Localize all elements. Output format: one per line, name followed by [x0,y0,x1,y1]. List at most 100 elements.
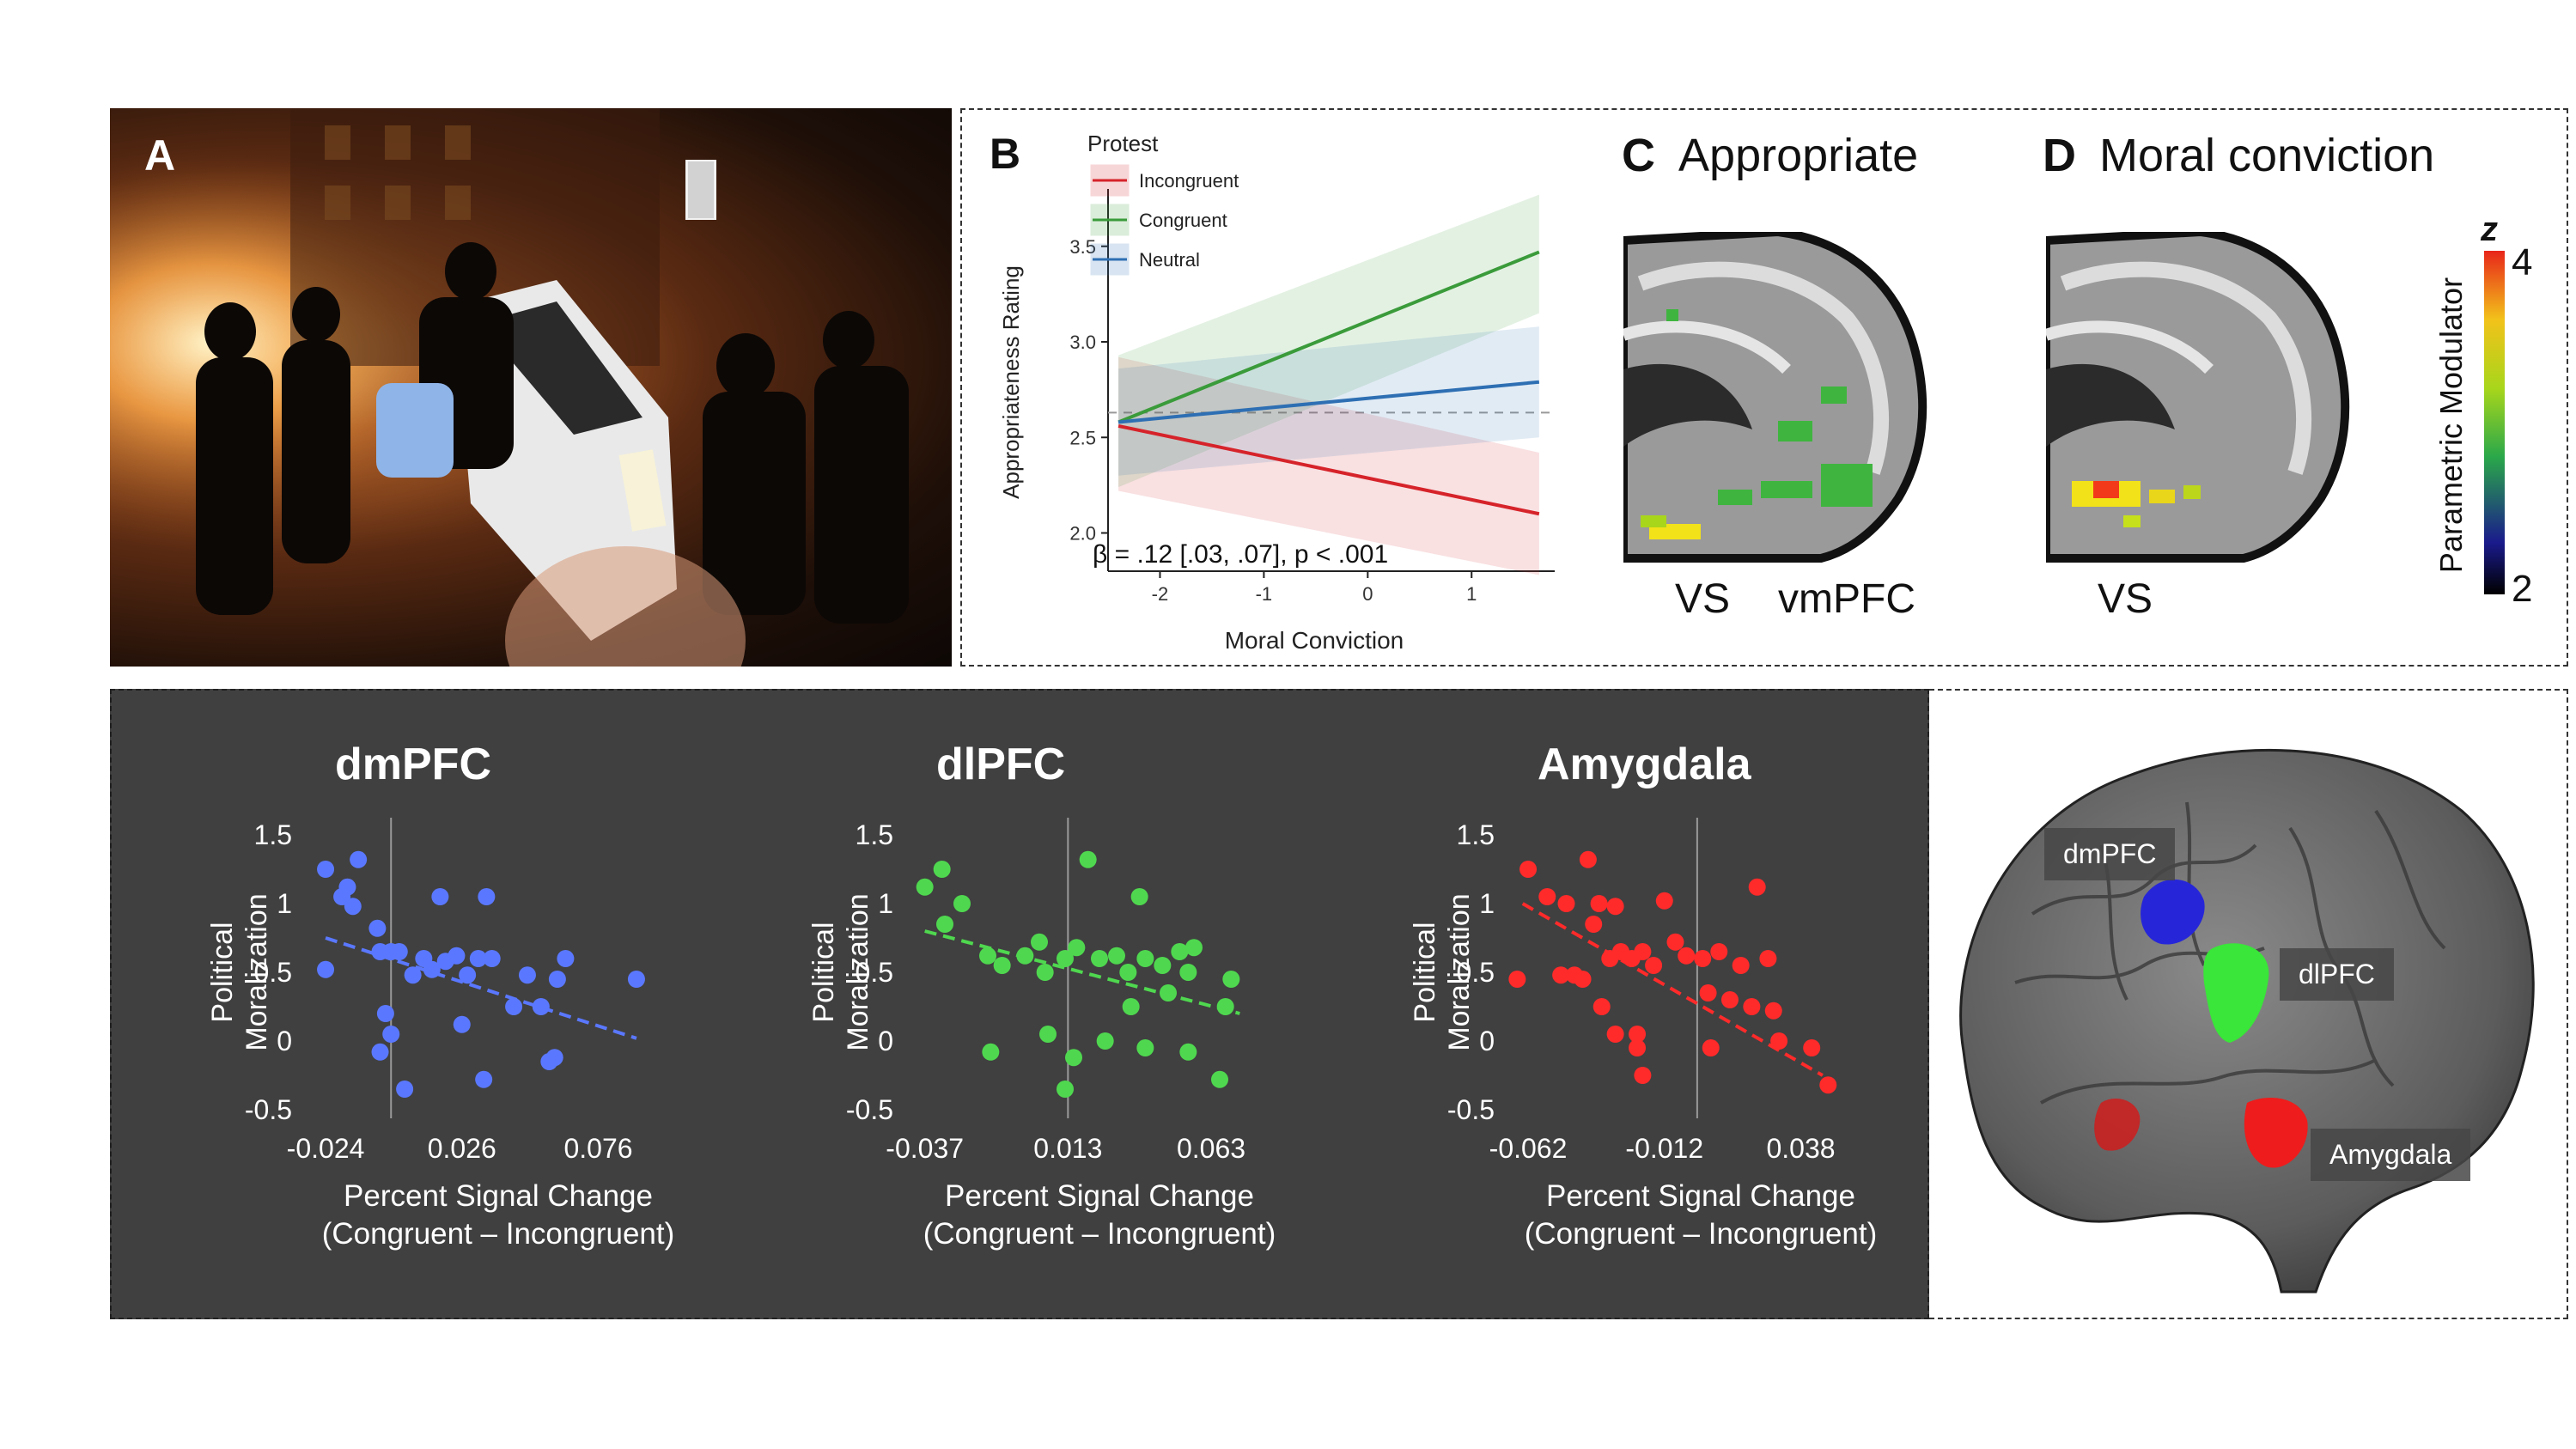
mri-label-vs: VS [1675,576,1731,622]
x-tick-label: -2 [1152,583,1169,605]
data-point [1819,1076,1837,1094]
panel-letter-d: D [2043,130,2076,181]
y-tick-label: 0 [1479,1026,1495,1056]
data-point [338,878,356,896]
data-point [1770,1032,1788,1050]
data-point [1016,947,1034,965]
scatter-title: dlPFC [936,740,1065,789]
data-point [993,957,1011,974]
data-point [1803,1039,1821,1056]
brain-label-dlpfc: dlPFC [2280,948,2394,1001]
data-point [368,919,387,937]
mri-sagittal-appropriate [1623,232,1927,563]
trend-line [924,929,1240,1015]
scatter-panel [110,689,1929,1319]
data-point [1068,939,1086,957]
data-point [1091,950,1108,967]
data-point [1634,943,1652,960]
data-point [1136,950,1154,967]
panel-letter-b: B [990,130,1021,178]
panel-letter-c: C [1622,130,1655,181]
y-tick-label: 3.5 [1069,236,1096,258]
data-point [1585,916,1603,933]
x-tick-label: 0.026 [428,1133,496,1164]
data-point [404,966,422,984]
data-point [1154,957,1172,974]
data-point [1216,998,1234,1015]
y-axis-label-line2: Moralization [1443,893,1476,1050]
y-axis-label-line1: Political [1409,922,1441,1022]
x-axis-label-2: (Congruent – Incongruent) [322,1217,675,1251]
data-point [518,966,536,984]
data-point [1130,888,1148,905]
colorbar-min: 2 [2512,568,2532,610]
data-point [1179,964,1197,981]
data-point [1645,957,1663,974]
x-tick-label: 0.038 [1766,1133,1835,1164]
y-axis-label-line1: Political [807,922,840,1022]
data-point [953,895,971,912]
x-tick-label: -1 [1256,583,1273,605]
y-tick-label: 2.5 [1069,427,1096,448]
trend-line [325,936,637,1040]
data-point [344,898,362,916]
legend-label-congruent: Congruent [1139,210,1227,231]
trend-line [1521,902,1824,1077]
data-point [545,1049,563,1067]
moral-conviction-line-chart: 2.0 2.5 3.0 3.5 -2 -1 0 1 Appropriateness Ratin… [998,131,1555,654]
data-point [1079,850,1097,868]
data-point [916,878,934,896]
panel-d-heading: D Moral conviction [2043,129,2434,182]
data-point [448,947,466,965]
data-point [1508,971,1526,988]
protest-photo: A [110,108,952,667]
data-point [390,943,408,960]
data-point [1519,861,1538,878]
z-colorbar: z 4 2 Parametric Modulator [2433,215,2532,610]
data-point [936,916,953,933]
data-point [483,950,501,967]
data-point [1743,998,1761,1015]
y-tick-label: -0.5 [846,1094,893,1125]
y-tick-label: 1.5 [254,819,292,850]
ci-band-congruent [1118,194,1539,488]
x-tick-label: 1 [1466,583,1477,605]
data-point [1590,895,1608,912]
panel-c-title: Appropriate [1678,130,1919,181]
data-point [1655,892,1673,910]
y-tick-label: 1 [878,888,893,919]
data-point [1759,950,1777,967]
y-tick-label: -0.5 [1447,1094,1495,1125]
x-tick-label: 0.063 [1177,1133,1245,1164]
scatter-title: Amygdala [1538,740,1752,789]
panel-bcd-frame [960,108,2568,667]
data-point [1606,898,1624,916]
data-point [317,960,335,978]
data-point [1678,947,1696,965]
data-point [317,861,335,878]
data-point [1552,966,1570,984]
data-point [1666,933,1684,951]
data-point [1764,1002,1782,1020]
y-tick-label: 2.0 [1069,523,1096,545]
data-point [396,1081,414,1098]
brain-3d-render [1959,749,2535,1294]
data-point [1720,991,1739,1008]
colorbar-symbol: z [2480,215,2498,248]
x-tick-label: -0.024 [287,1133,365,1164]
data-point [1538,888,1556,905]
data-point [548,971,566,988]
data-point [1694,950,1712,967]
data-point [1710,943,1728,960]
data-point [1629,1026,1647,1043]
panel-d-title: Moral conviction [2099,130,2435,181]
data-point [532,998,550,1015]
data-point [933,861,951,878]
y-axis-label: Appropriateness Rating [998,265,1024,499]
y-tick-label: 1 [277,888,292,919]
mri-sagittal-moral-conviction [2046,232,2350,563]
x-tick-label: -0.012 [1625,1133,1703,1164]
legend-label-incongruent: Incongruent [1139,170,1239,192]
data-point [1160,984,1177,1002]
data-point [505,998,523,1015]
